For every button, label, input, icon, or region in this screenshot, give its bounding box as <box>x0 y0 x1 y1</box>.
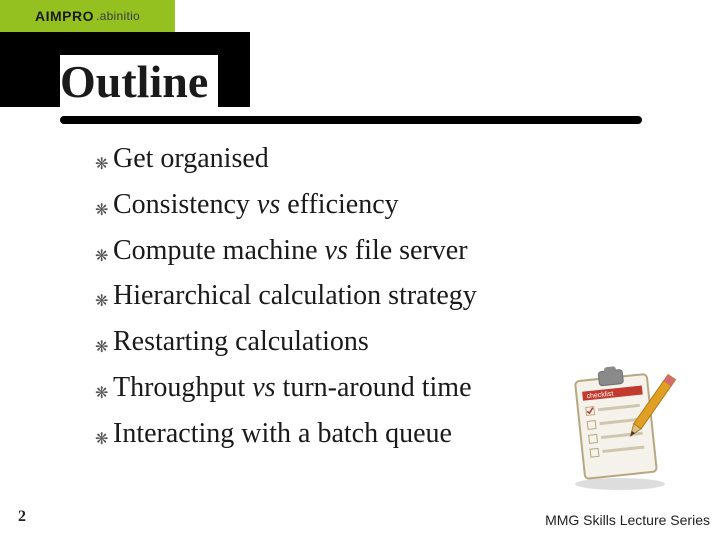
bullet-icon: ❋ <box>95 432 113 448</box>
bullet-text: Interacting with a batch queue <box>113 415 452 453</box>
list-item: ❋ Compute machine vs file server <box>95 232 655 270</box>
page-title: Outline <box>60 55 218 108</box>
list-item: ❋ Restarting calculations <box>95 323 655 361</box>
footer-text: MMG Skills Lecture Series <box>545 512 710 528</box>
logo-main: AIMPRO <box>35 8 94 24</box>
bullet-icon: ❋ <box>95 249 113 265</box>
bullet-icon: ❋ <box>95 340 113 356</box>
slide: AIMPRO .abinitio Outline ❋ Get organised… <box>0 0 720 540</box>
bullet-text: Compute machine vs file server <box>113 232 468 270</box>
bullet-icon: ❋ <box>95 203 113 219</box>
bullet-icon: ❋ <box>95 386 113 402</box>
bullet-text: Hierarchical calculation strategy <box>113 277 477 315</box>
bullet-text: Get organised <box>113 140 269 178</box>
bullet-text: Restarting calculations <box>113 323 369 361</box>
bullet-text: Throughput vs turn-around time <box>113 369 472 407</box>
bullet-icon: ❋ <box>95 157 113 173</box>
logo-band: AIMPRO .abinitio <box>0 0 175 32</box>
logo-sub: .abinitio <box>96 9 140 23</box>
list-item: ❋ Hierarchical calculation strategy <box>95 277 655 315</box>
page-number: 2 <box>18 508 26 526</box>
bullet-icon: ❋ <box>95 294 113 310</box>
list-item: ❋ Get organised <box>95 140 655 178</box>
clipboard-icon: checklist <box>560 362 680 492</box>
list-item: ❋ Consistency vs efficiency <box>95 186 655 224</box>
title-underline <box>60 116 642 124</box>
bullet-text: Consistency vs efficiency <box>113 186 399 224</box>
